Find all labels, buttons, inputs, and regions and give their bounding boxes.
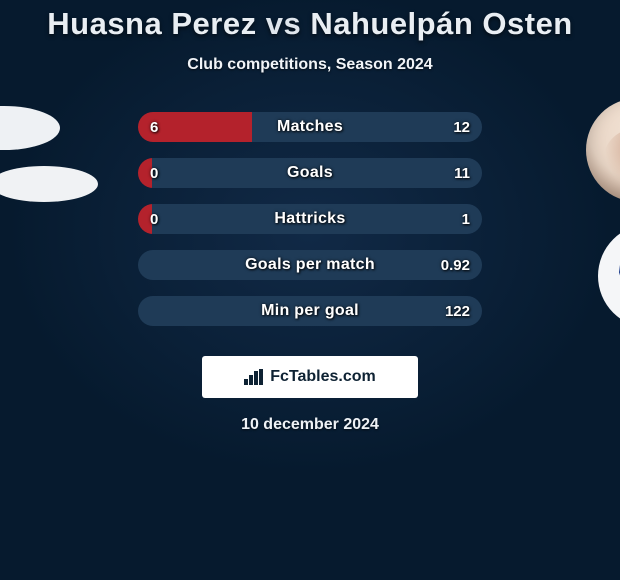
stat-value-right: 1: [462, 204, 470, 234]
player2-avatar: [586, 98, 620, 202]
vs-label: vs: [266, 6, 301, 41]
player2-name: Nahuelpán Osten: [310, 6, 572, 41]
stat-value-left: 6: [150, 112, 158, 142]
player1-avatar-placeholder: [0, 106, 60, 150]
stat-value-left: 0: [150, 204, 158, 234]
stat-bar: Matches6 12: [138, 112, 482, 142]
player2-club-badge: ★★★★★: [598, 224, 620, 328]
player1-club-placeholder: [0, 166, 98, 202]
date-stamp: 10 december 2024: [0, 416, 620, 434]
bars-icon: [244, 369, 264, 385]
infographic: Huasna Perez vs Nahuelpán Osten Club com…: [0, 0, 620, 580]
stat-label: Goals: [138, 158, 482, 188]
player1-name: Huasna Perez: [47, 6, 256, 41]
stat-label: Hattricks: [138, 204, 482, 234]
brand-text: FcTables.com: [270, 368, 376, 386]
stat-label: Min per goal: [138, 296, 482, 326]
stat-bars: Matches612Goals011Hattricks01Goals per m…: [138, 112, 482, 342]
stat-bar: Hattricks0 1: [138, 204, 482, 234]
stat-bar: Goals0 11: [138, 158, 482, 188]
subtitle: Club competitions, Season 2024: [0, 56, 620, 74]
stat-bar: Goals per match0.92: [138, 250, 482, 280]
brand-box[interactable]: FcTables.com: [202, 356, 418, 398]
stat-bar: Min per goal122: [138, 296, 482, 326]
stat-value-right: 12: [453, 112, 470, 142]
stats-arena: ★★★★★ Matches612Goals011Hattricks01Goals…: [0, 112, 620, 342]
stat-label: Matches: [138, 112, 482, 142]
page-title: Huasna Perez vs Nahuelpán Osten: [0, 6, 620, 42]
stat-label: Goals per match: [138, 250, 482, 280]
stat-value-right: 122: [445, 296, 470, 326]
stat-value-right: 11: [454, 158, 470, 188]
stat-value-right: 0.92: [441, 250, 470, 280]
stat-value-left: 0: [150, 158, 158, 188]
